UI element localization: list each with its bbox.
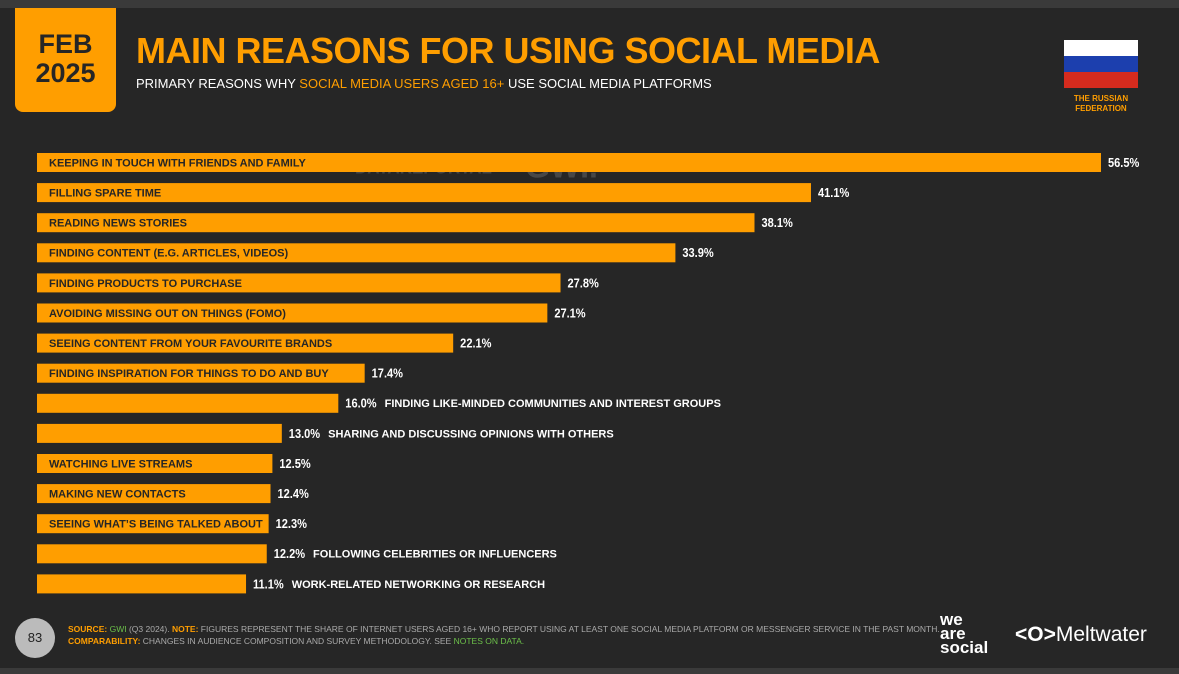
subtitle-highlight: SOCIAL MEDIA USERS AGED 16+ — [299, 76, 505, 91]
bar — [37, 333, 454, 353]
date-year: 2025 — [35, 58, 96, 88]
value-label: 12.5% — [279, 456, 311, 471]
category-label: SHARING AND DISCUSSING OPINIONS WITH OTH… — [328, 428, 614, 440]
category-label: FINDING INSPIRATION FOR THINGS TO DO AND… — [49, 368, 329, 380]
category-label: SEEING CONTENT FROM YOUR FAVOURITE BRAND… — [49, 338, 332, 350]
bar — [37, 484, 271, 504]
value-label: 11.1% — [253, 576, 284, 591]
notes-link[interactable]: NOTES ON DATA. — [453, 636, 525, 646]
bar — [37, 303, 548, 323]
bar — [37, 544, 267, 564]
date-month: FEB — [38, 29, 93, 59]
category-label: FINDING LIKE-MINDED COMMUNITIES AND INTE… — [385, 398, 721, 410]
bar — [37, 243, 676, 263]
category-label: FINDING PRODUCTS TO PURCHASE — [49, 278, 242, 290]
value-label: 33.9% — [682, 245, 714, 260]
logo-text: Meltwater — [1055, 623, 1147, 646]
value-label: 12.3% — [276, 516, 308, 531]
source-rest: (Q3 2024). — [128, 624, 170, 634]
category-label: AVOIDING MISSING OUT ON THINGS (FOMO) — [49, 308, 286, 320]
date-box: FEB 2025 — [15, 8, 116, 112]
country: THE RUSSIAN FEDERATION — [1073, 94, 1129, 113]
category-label: WATCHING LIVE STREAMS — [49, 458, 192, 470]
comparability: CHANGES IN AUDIENCE COMPOSITION AND SURV… — [142, 636, 452, 646]
logo-text: are — [940, 624, 966, 643]
value-label: 12.2% — [274, 546, 306, 561]
title: MAIN REASONS FOR USING SOCIAL MEDIA — [136, 30, 880, 71]
value-label: 22.1% — [460, 336, 492, 351]
value-label: 27.1% — [554, 306, 586, 321]
slide: FEB 2025 MAIN REASONS FOR USING SOCIAL ME… — [0, 8, 1179, 668]
category-label: FINDING CONTENT (E.G. ARTICLES, VIDEOS) — [49, 248, 288, 260]
category-label: READING NEWS STORIES — [49, 218, 187, 230]
value-label: 27.8% — [568, 275, 600, 290]
bar — [37, 273, 561, 293]
category-label: WORK-RELATED NETWORKING OR RESEARCH — [292, 579, 545, 591]
logo-text: we — [940, 610, 963, 629]
subtitle: PRIMARY REASONS WHY SOCIAL MEDIA USERS A… — [136, 76, 712, 91]
bar — [37, 393, 339, 413]
category-label: MAKING NEW CONTACTS — [49, 489, 186, 501]
bar — [37, 183, 811, 203]
source: GWI — [109, 624, 127, 634]
value-label: 12.4% — [278, 486, 310, 501]
chart: DATAREPORTAL GWI. 56.5%KEEPING IN TOUCH … — [37, 148, 1140, 594]
note-label: NOTE: — [171, 624, 199, 634]
bar — [37, 574, 247, 594]
flag — [1064, 40, 1138, 88]
bar — [37, 153, 1101, 172]
value-label: 41.1% — [818, 185, 850, 200]
note: FIGURES REPRESENT THE SHARE OF INTERNET … — [200, 624, 940, 634]
logo-text: social — [940, 638, 989, 657]
bar — [37, 213, 755, 233]
value-label: 13.0% — [289, 426, 321, 441]
page-number: 83 — [15, 618, 55, 658]
bar — [37, 454, 273, 473]
category-label: SEEING WHAT’S BEING TALKED ABOUT — [49, 519, 263, 531]
footnote: SOURCE: GWI (Q3 2024). NOTE: FIGURES REP… — [68, 623, 940, 647]
value-label: 56.5% — [1108, 155, 1140, 170]
category-label: KEEPING IN TOUCH WITH FRIENDS AND FAMILY — [49, 157, 307, 169]
subtitle-part: USE SOCIAL MEDIA PLATFORMS — [507, 76, 712, 91]
comparability-label: COMPARABILITY: — [68, 636, 141, 646]
bar — [37, 363, 365, 383]
logo-we-are-social: we are social — [940, 610, 989, 657]
value-label: 17.4% — [372, 366, 404, 381]
category-label: FOLLOWING CELEBRITIES OR INFLUENCERS — [313, 549, 557, 561]
value-label: 16.0% — [345, 396, 377, 411]
bar — [37, 423, 282, 443]
category-label: FILLING SPARE TIME — [49, 188, 161, 200]
subtitle-part: PRIMARY REASONS WHY — [136, 76, 296, 91]
value-label: 38.1% — [761, 215, 793, 230]
source-label: SOURCE: — [68, 624, 108, 634]
bar — [37, 514, 269, 534]
logo-meltwater: <O>Meltwater — [1015, 623, 1147, 646]
